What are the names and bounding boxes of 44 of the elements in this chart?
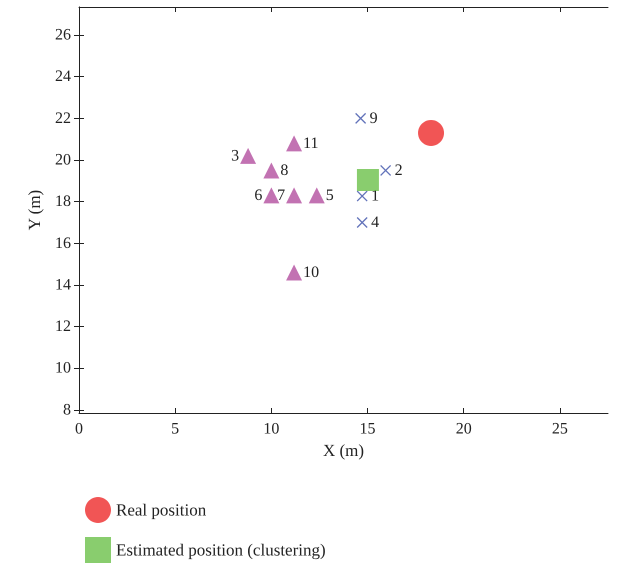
legend-label: Real position <box>116 500 207 520</box>
point <box>286 264 302 280</box>
annotation: 4 <box>371 214 380 231</box>
y-tick-label: 8 <box>63 401 71 418</box>
x-tick-label: 25 <box>552 420 568 438</box>
x-axis-title: X (m) <box>322 440 364 460</box>
y-axis-title: Y (m) <box>25 190 44 230</box>
x-tick-label: 10 <box>263 420 280 438</box>
y-tick-label: 18 <box>55 193 71 210</box>
y-tick-label: 10 <box>55 360 71 377</box>
point <box>356 190 368 202</box>
annotation: 9 <box>370 110 378 127</box>
y-tick-label: 16 <box>55 234 71 252</box>
annotation: 5 <box>326 186 334 204</box>
annotation: 11 <box>303 134 318 152</box>
annotation: 7 <box>277 186 286 204</box>
y-tick-label: 22 <box>55 110 71 127</box>
point <box>418 120 444 146</box>
y-tick-label: 14 <box>55 276 71 294</box>
legend-label: Estimated position (clustering) <box>116 540 326 560</box>
point <box>286 187 302 204</box>
point <box>356 169 379 192</box>
point <box>263 187 280 204</box>
point <box>356 216 368 228</box>
x-tick-label: 0 <box>75 420 83 438</box>
annotation: 1 <box>371 188 380 205</box>
annotation: 10 <box>303 264 320 281</box>
point <box>380 164 392 176</box>
annotation: 6 <box>254 186 262 204</box>
annotation: 3 <box>231 147 240 164</box>
annotation: 8 <box>280 162 288 179</box>
annotation: 2 <box>394 162 403 179</box>
point <box>308 187 325 204</box>
y-tick-label: 20 <box>55 152 71 169</box>
y-tick-label: 12 <box>55 318 71 336</box>
point <box>263 162 280 178</box>
y-tick-label: 24 <box>55 68 71 86</box>
x-tick-label: 5 <box>171 420 180 438</box>
point <box>354 112 366 124</box>
point <box>286 135 302 152</box>
x-tick-label: 15 <box>360 420 376 438</box>
x-tick-label: 20 <box>456 420 472 438</box>
y-tick-label: 26 <box>55 26 71 44</box>
point <box>240 148 256 164</box>
